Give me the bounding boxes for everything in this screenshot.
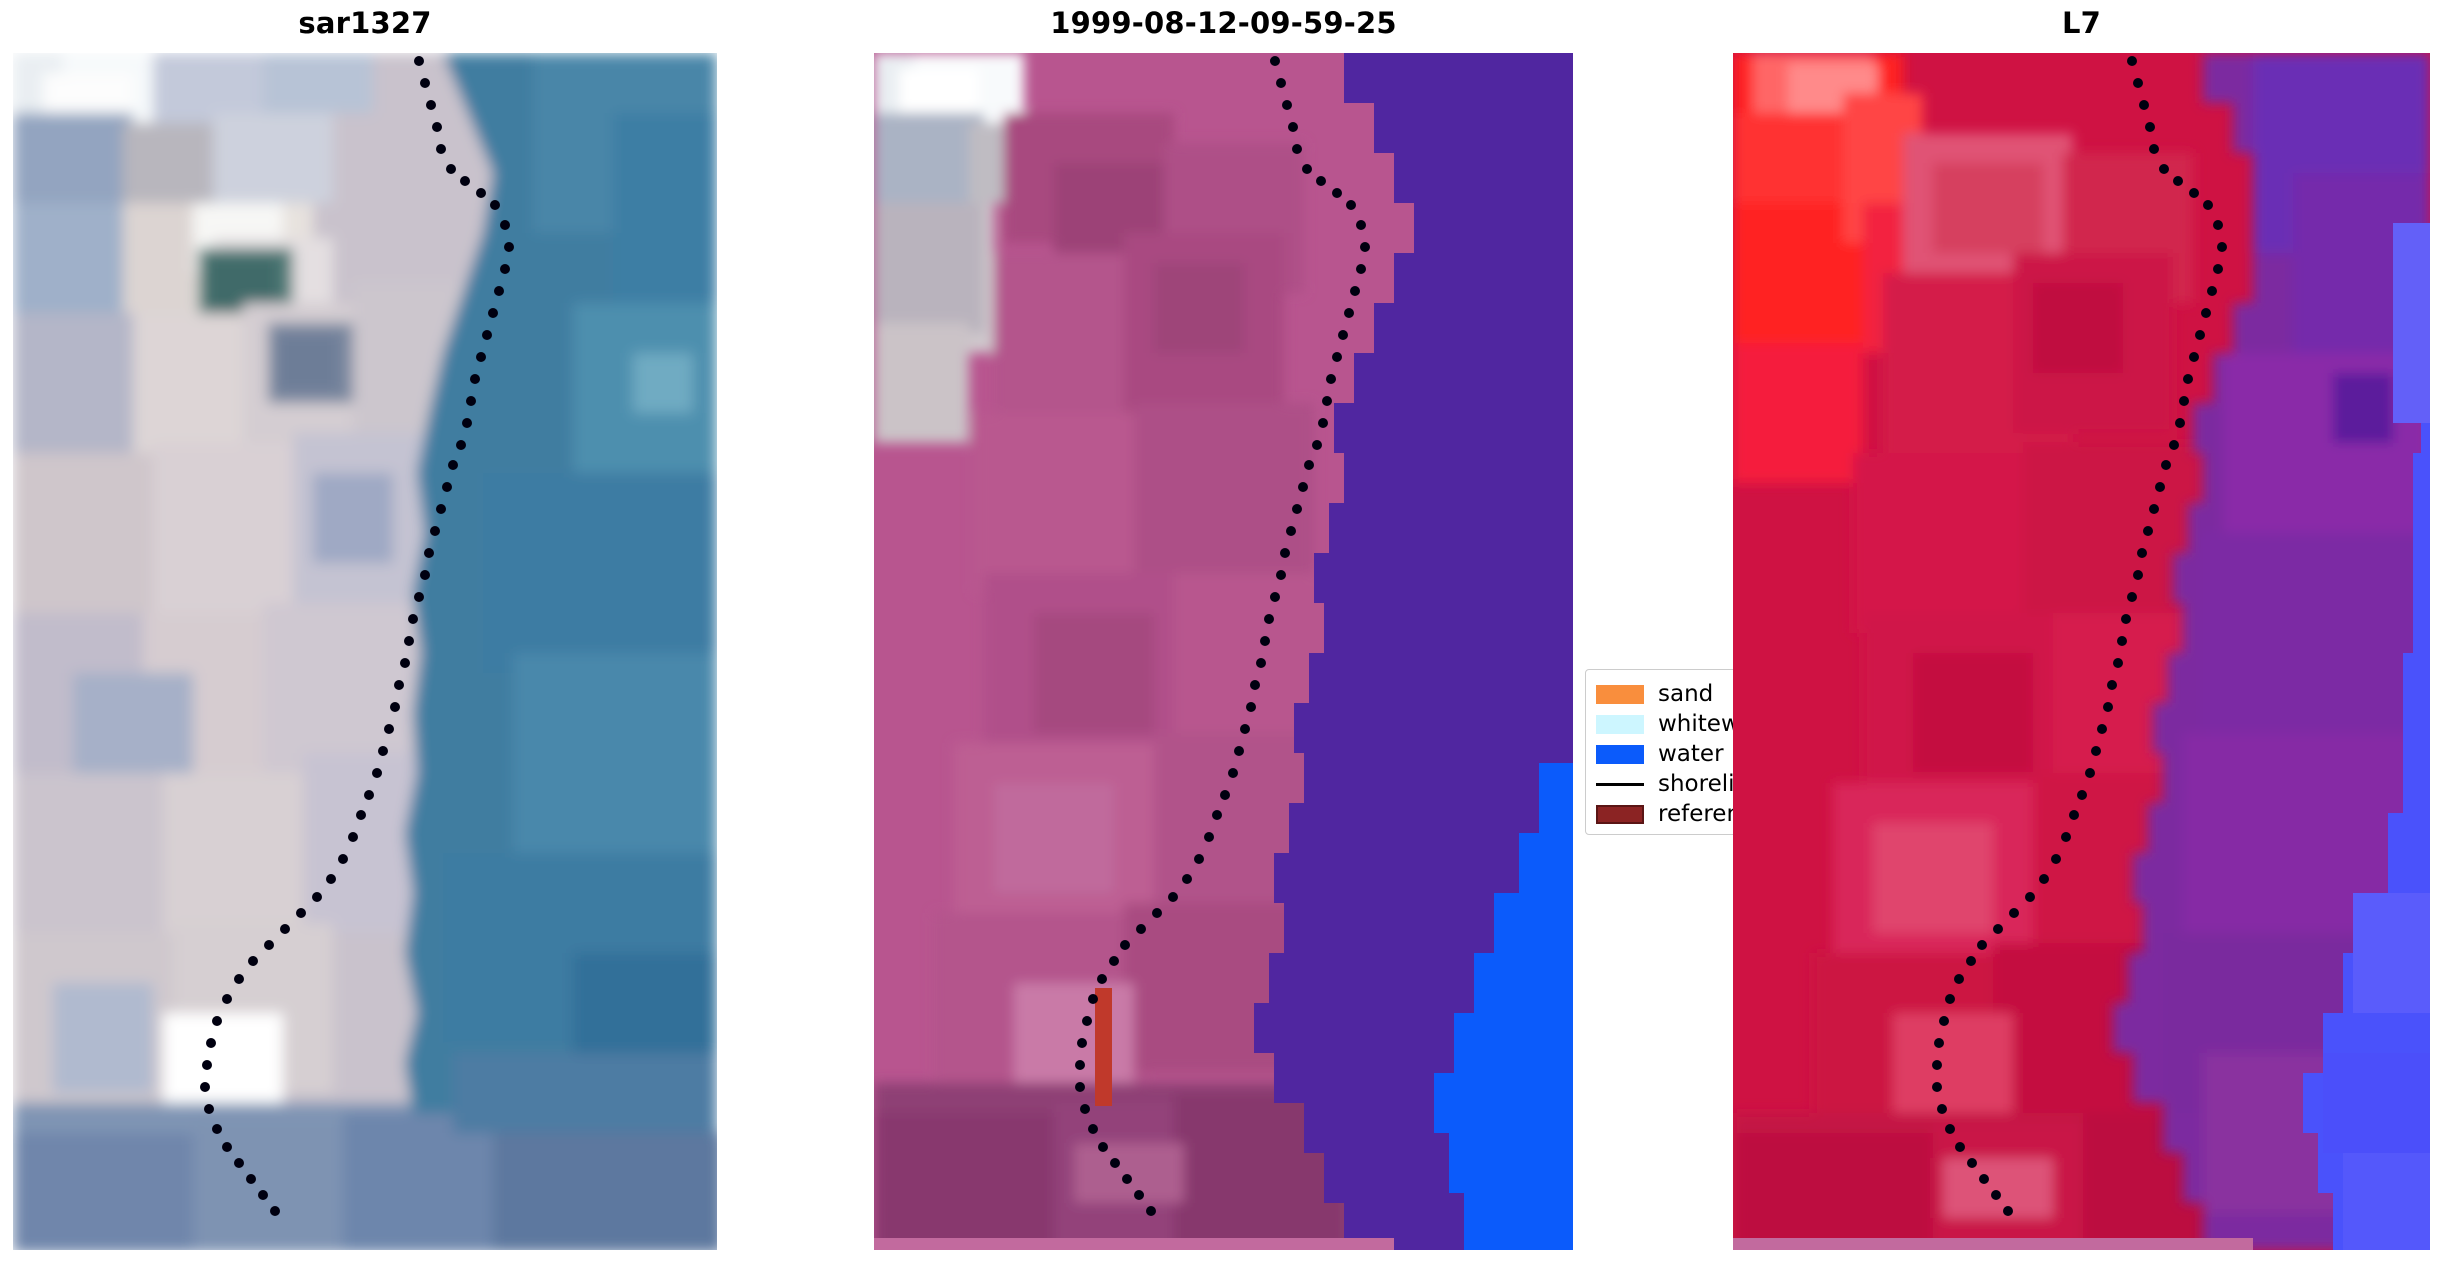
l7-shoreline [1932,56,2227,1216]
l7-image [1733,53,2430,1250]
legend-label-water: water [1658,741,1724,767]
panel-sar1327: sar1327 [13,0,717,1250]
sar1327-shoreline [200,56,514,1216]
legend-item-sand: sand [1596,679,1774,709]
classified-image [874,53,1573,1250]
legend-swatch-whitewater [1596,714,1644,734]
classified-shoreline [1075,56,1370,1216]
panel-title-sar1327: sar1327 [298,6,432,40]
l7-raster [1733,53,2430,1250]
legend-swatch-sand [1596,684,1644,704]
legend-label-sand: sand [1658,681,1714,707]
legend-item-water: water [1596,739,1774,769]
panel-l7: L7 [1733,0,2430,1250]
legend-swatch-shoreline [1596,782,1644,786]
legend-swatch-reference-shoreline [1596,804,1644,824]
panel-title-classified: 1999-08-12-09-59-25 [1050,6,1397,40]
panel-classified: 1999-08-12-09-59-25 [874,0,1573,1250]
sar1327-image [13,53,717,1250]
sar1327-raster [13,53,717,1250]
classified-raster [874,53,1573,1250]
panel-title-l7: L7 [2061,6,2102,40]
reference-shoreline-marker [1095,988,1112,1106]
legend-swatch-water [1596,744,1644,764]
